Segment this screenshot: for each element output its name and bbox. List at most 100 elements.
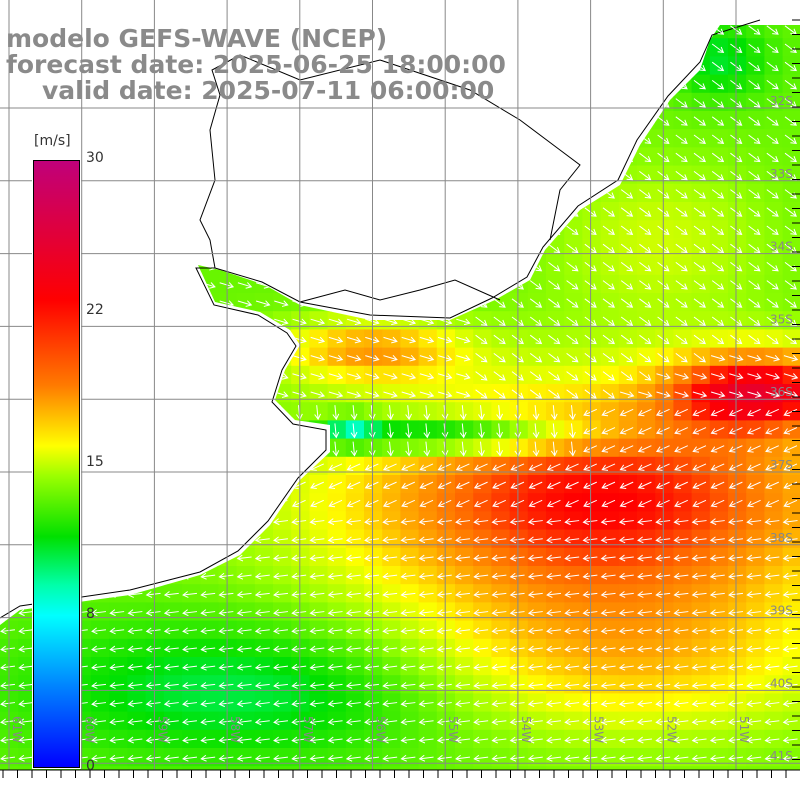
wind-arrow bbox=[401, 191, 417, 198]
wind-cell bbox=[673, 183, 693, 203]
wind-cell bbox=[764, 147, 784, 167]
wind-cell bbox=[546, 147, 565, 167]
wind-cell bbox=[254, 274, 274, 294]
wind-cell bbox=[327, 766, 347, 770]
wind-cell bbox=[473, 329, 492, 349]
lat-label: 39S bbox=[770, 604, 793, 618]
wind-cell bbox=[163, 365, 183, 385]
wind-cell bbox=[546, 365, 565, 385]
wind-arrow bbox=[183, 209, 198, 216]
wind-cell bbox=[673, 147, 693, 167]
wind-cell bbox=[764, 365, 784, 385]
wind-cell bbox=[382, 365, 401, 385]
wind-arrow bbox=[255, 154, 271, 162]
wind-arrow bbox=[675, 116, 688, 126]
wind-cell bbox=[564, 220, 583, 239]
wind-cell bbox=[655, 347, 674, 367]
wind-cell bbox=[109, 311, 128, 330]
wind-arrow bbox=[18, 499, 33, 508]
wind-arrow bbox=[132, 405, 140, 421]
wind-cell bbox=[655, 92, 674, 112]
wind-cell bbox=[655, 329, 674, 349]
wind-arrow bbox=[566, 25, 579, 35]
lat-label: 35S bbox=[770, 312, 793, 326]
wind-arrow bbox=[784, 80, 797, 90]
lat-label: 37S bbox=[770, 458, 793, 472]
wind-cell bbox=[127, 238, 147, 258]
wind-arrow bbox=[711, 80, 725, 90]
wind-cell bbox=[236, 220, 256, 239]
wind-cell bbox=[364, 256, 383, 276]
wind-arrow bbox=[183, 118, 198, 125]
wind-arrow bbox=[274, 227, 289, 235]
wind-arrow bbox=[146, 463, 161, 471]
wind-arrow bbox=[259, 423, 267, 439]
wind-arrow bbox=[475, 261, 488, 272]
wind-cell bbox=[127, 529, 147, 549]
wind-arrow bbox=[346, 209, 362, 216]
wind-arrow bbox=[146, 191, 162, 198]
wind-cell bbox=[91, 384, 110, 403]
wind-cell bbox=[418, 220, 438, 239]
wind-cell bbox=[491, 274, 511, 294]
wind-arrow bbox=[493, 189, 506, 199]
wind-cell bbox=[145, 420, 165, 440]
wind-cell bbox=[418, 365, 438, 385]
wind-cell bbox=[637, 329, 656, 349]
wind-cell bbox=[163, 566, 183, 585]
wind-arrow bbox=[675, 152, 688, 163]
wind-arrow bbox=[693, 152, 706, 163]
wind-cell bbox=[145, 111, 165, 130]
wind-cell bbox=[127, 384, 147, 403]
wind-arrow bbox=[92, 245, 107, 253]
wind-arrow bbox=[146, 136, 162, 144]
wind-cell bbox=[273, 329, 292, 349]
wind-cell bbox=[473, 438, 492, 458]
wind-cell bbox=[127, 293, 147, 312]
wind-arrow bbox=[475, 134, 488, 144]
wind-cell bbox=[728, 293, 747, 312]
wind-arrow bbox=[784, 225, 797, 235]
wind-cell bbox=[728, 220, 747, 239]
wind-arrow bbox=[493, 261, 506, 272]
wind-cell bbox=[637, 202, 656, 221]
wind-arrow bbox=[237, 172, 253, 180]
wind-cell bbox=[491, 311, 511, 330]
wind-cell bbox=[400, 25, 420, 39]
wind-cell bbox=[637, 25, 656, 39]
wind-cell bbox=[655, 293, 674, 312]
wind-arrow bbox=[237, 191, 253, 198]
wind-arrow bbox=[383, 282, 398, 289]
wind-arrow bbox=[145, 518, 161, 526]
wind-cell bbox=[709, 766, 729, 770]
wind-arrow bbox=[292, 263, 307, 271]
wind-arrow bbox=[493, 116, 506, 126]
wind-cell bbox=[127, 256, 147, 276]
wind-cell bbox=[527, 56, 547, 76]
wind-cell bbox=[109, 456, 128, 476]
wind-cell bbox=[236, 347, 256, 367]
wind-cell bbox=[182, 183, 201, 203]
wind-cell bbox=[691, 165, 711, 185]
wind-cell bbox=[182, 347, 201, 367]
wind-cell bbox=[564, 329, 583, 349]
wind-arrow bbox=[620, 134, 634, 144]
wind-arrow bbox=[675, 61, 688, 72]
wind-cell bbox=[418, 202, 438, 221]
wind-cell bbox=[145, 529, 165, 549]
wind-arrow bbox=[19, 81, 34, 89]
wind-cell bbox=[236, 529, 256, 549]
wind-arrow bbox=[1, 191, 16, 198]
wind-cell bbox=[527, 256, 547, 276]
wind-cell bbox=[218, 220, 238, 239]
wind-cell bbox=[91, 111, 110, 130]
wind-cell bbox=[309, 402, 329, 421]
wind-arrow bbox=[91, 518, 107, 526]
wind-cell bbox=[655, 56, 674, 76]
wind-cell bbox=[182, 438, 201, 458]
wind-cell bbox=[746, 165, 765, 185]
wind-cell bbox=[691, 202, 711, 221]
wind-cell bbox=[91, 420, 110, 440]
wind-cell bbox=[582, 329, 602, 349]
wind-cell bbox=[418, 165, 438, 185]
